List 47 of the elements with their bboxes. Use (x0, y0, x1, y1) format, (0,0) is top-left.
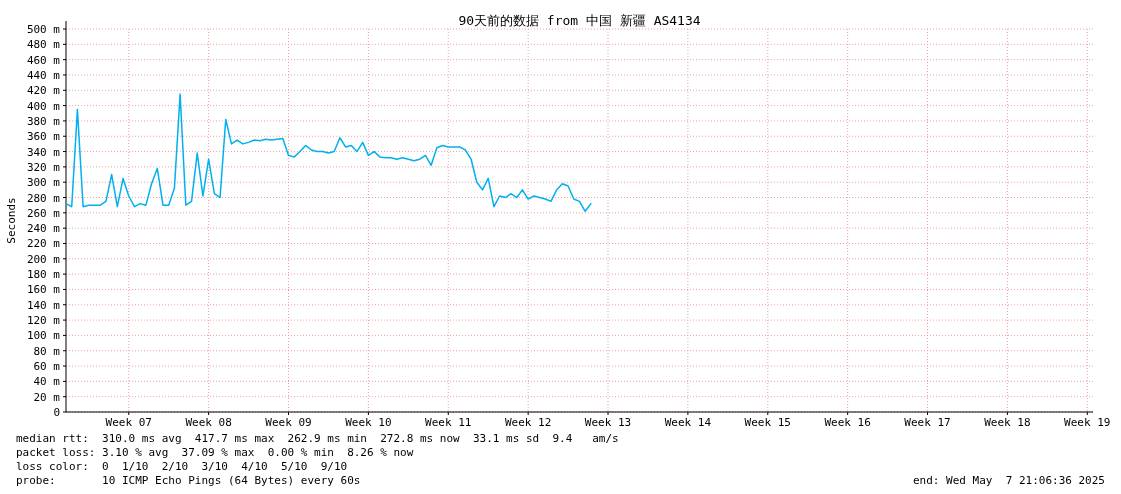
y-tick-label: 460 m (26, 53, 61, 67)
x-tick-label: Week 19 (1064, 416, 1111, 429)
text: median rtt: 310.0 ms avg 417.7 ms max 262.9 ms min 272.8 ms now 33.1 ms sd 9.4 am/s (16, 432, 619, 445)
y-tick-label: 0 (53, 406, 60, 419)
y-tick-label: 20 m (33, 390, 61, 404)
y-tick-label: 280 m (26, 191, 61, 205)
x-tick-label: Week 10 (345, 416, 392, 429)
x-tick-label: Week 07 (105, 416, 152, 429)
text: probe: 10 ICMP Echo Pings (64 Bytes) every 60s (16, 474, 361, 487)
y-tick-label: 160 m (26, 283, 61, 297)
text: packet loss: 3.10 % avg 37.09 % max 0.00 % min 8.26 % now (16, 446, 414, 459)
line-series (65, 93, 592, 213)
x-tick-label: Week 12 (504, 416, 552, 429)
y-axis-title: Seconds (5, 197, 18, 244)
text: end: Wed May 7 21:06:36 2025 (912, 474, 1105, 487)
y-tick-label: 260 m (26, 206, 61, 220)
y-tick-label: 320 m (26, 160, 61, 174)
y-tick-label: 380 m (26, 114, 61, 128)
y-tick-label: 220 m (26, 237, 61, 251)
y-tick-label: 400 m (26, 99, 61, 113)
y-tick-label: 180 m (26, 268, 61, 282)
y-tick-label: 240 m (26, 222, 61, 236)
y-tick-label: 440 m (26, 68, 61, 82)
chart-title: 90天前的数据 from 中国 新疆 AS4134 (458, 13, 701, 28)
x-tick-label: Week 18 (984, 416, 1031, 429)
y-tick-label: 420 m (26, 84, 61, 98)
x-tick-label: Week 17 (904, 416, 951, 429)
x-tick-label: Week 15 (744, 416, 791, 429)
x-tick-label: Week 11 (425, 416, 472, 429)
x-tick-label: Week 16 (824, 416, 871, 429)
y-tick-label: 140 m (26, 298, 61, 312)
text: loss color: 0 1/10 2/10 3/10 4/10 5/10 9/10 (16, 460, 348, 473)
x-tick-label: Week 09 (265, 416, 312, 429)
x-tick-label: Week 14 (664, 416, 712, 429)
y-tick-label: 40 m (33, 375, 61, 389)
y-tick-label: 80 m (33, 344, 61, 358)
y-tick-label: 360 m (26, 130, 61, 144)
x-tick-label: Week 08 (185, 416, 232, 429)
y-tick-label: 120 m (26, 314, 61, 328)
y-tick-label: 480 m (26, 38, 61, 52)
y-tick-label: 500 m (26, 23, 61, 36)
y-tick-label: 300 m (26, 176, 61, 190)
y-tick-label: 60 m (33, 360, 61, 374)
y-tick-label: 100 m (26, 329, 61, 343)
x-tick-label: Week 13 (584, 416, 632, 429)
y-tick-label: 200 m (26, 252, 61, 266)
y-tick-label: 340 m (26, 145, 61, 159)
